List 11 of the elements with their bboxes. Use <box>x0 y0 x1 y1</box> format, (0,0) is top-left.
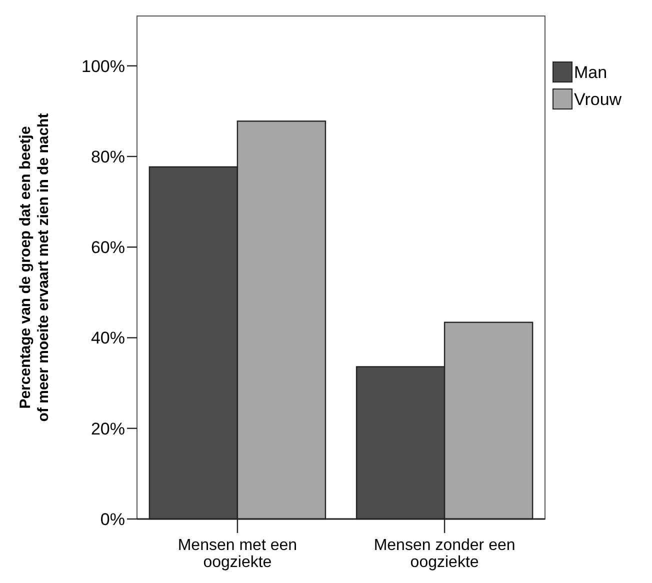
y-tick-label: 40% <box>90 328 125 348</box>
y-tick-label: 80% <box>90 147 125 166</box>
y-tick-label: 20% <box>90 419 125 438</box>
legend-label: Man <box>574 62 608 82</box>
y-tick-label: 0% <box>100 510 125 529</box>
x-tick-label: Mensen met een oogziekte <box>178 537 298 571</box>
y-tick-label: 100% <box>82 56 125 76</box>
y-axis-title: Percentage van de groep dat een beetje of meer moeite ervaart met zien in de nacht <box>17 113 52 422</box>
y-tick-label: 60% <box>90 238 125 258</box>
x-tick-label: Mensen zonder een oogziekte <box>374 537 516 571</box>
legend-label: Vrouw <box>574 90 622 109</box>
